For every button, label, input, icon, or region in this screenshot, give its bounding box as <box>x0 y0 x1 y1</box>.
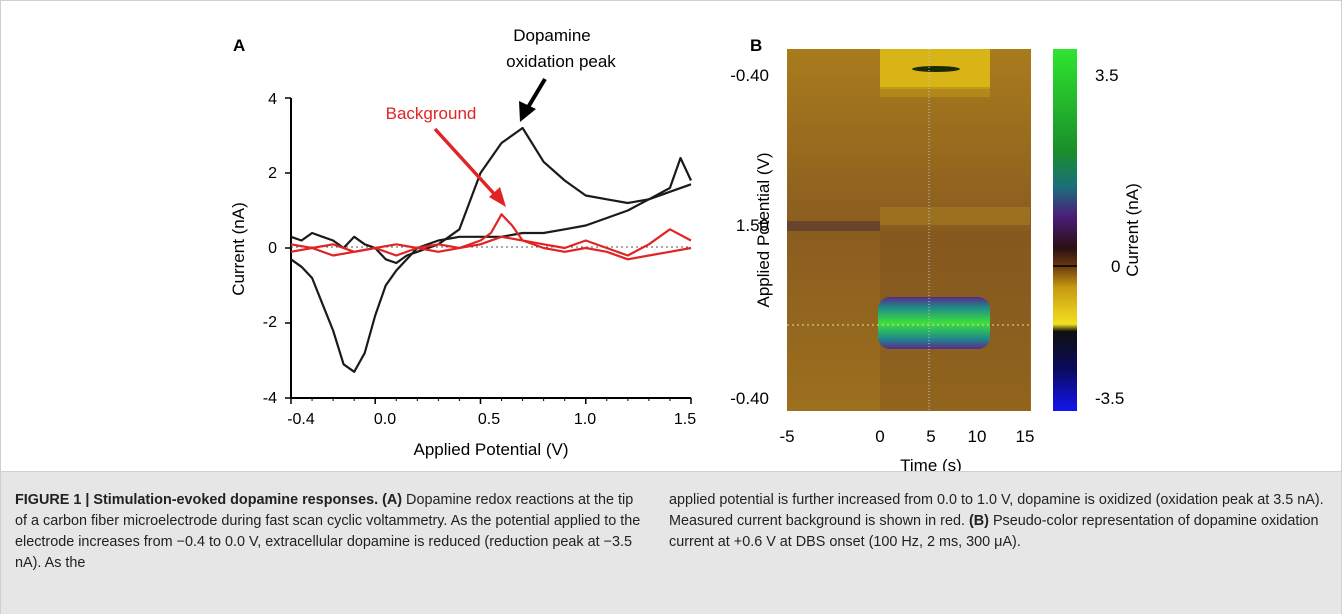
panel-b-xtick-neg5: -5 <box>779 427 794 446</box>
colorbar <box>1053 49 1077 411</box>
annotation-peak-line1: Dopamine <box>513 26 591 45</box>
panel-a-ytick-0: 0 <box>268 240 277 257</box>
caption-right-column: applied potential is further increased f… <box>669 490 1329 553</box>
panel-b-xtick-0: 0 <box>875 427 884 446</box>
panel-a-label: A <box>233 36 245 55</box>
caption-b-marker: (B) <box>968 513 989 529</box>
figure-svg: A 4 2 0 -2 -4 -0.4 0.0 0.5 1.0 <box>229 26 1142 475</box>
caption-figure-label: FIGURE 1 | Stimulation-evoked dopamine r… <box>15 492 379 508</box>
colorbar-tick-zero: 0 <box>1111 257 1120 276</box>
panel-a-ytick-2: 2 <box>268 165 277 182</box>
caption-text-left: Dopamine redox reactions at the tip of a… <box>15 492 641 571</box>
panel-a-series-2 <box>290 213 692 257</box>
panel-a-ytick-neg4: -4 <box>263 390 277 407</box>
caption-text-right-1: applied potential is further increased f… <box>669 492 1324 529</box>
panel-b-ytick-top: -0.40 <box>730 66 769 85</box>
panel-b-xlabel: Time (s) <box>900 456 962 471</box>
annotation-peak-line2: oxidation peak <box>506 52 616 71</box>
panel-a-series-1 <box>290 183 692 373</box>
panel-b-xtick-10: 10 <box>968 427 987 446</box>
panel-b-ytick-bottom: -0.40 <box>730 389 769 408</box>
heatmap-top-band-fade <box>880 87 990 97</box>
panel-a-plot: 4 2 0 -2 -4 -0.4 0.0 0.5 1.0 1.5 Applied… <box>229 26 696 459</box>
panel-a-ylabel: Current (nA) <box>229 202 248 296</box>
panel-a-ticks <box>285 97 692 404</box>
panel-a-series <box>290 126 692 373</box>
colorbar-label: Current (nA) <box>1123 183 1142 277</box>
panel-b-xtick-5: 5 <box>926 427 935 446</box>
panel-b-xtick-15: 15 <box>1016 427 1035 446</box>
panel-a-xtick-1.5: 1.5 <box>674 411 696 428</box>
panel-b-ylabel: Applied Potential (V) <box>754 153 773 308</box>
panel-a-xlabel: Applied Potential (V) <box>414 440 569 459</box>
panel-b-label: B <box>750 36 762 55</box>
heatmap-mid-band <box>880 207 1030 225</box>
panel-a-series-3 <box>290 235 692 261</box>
panel-b-ytick-mid: 1.50 <box>736 216 769 235</box>
caption-a-marker: (A) <box>382 492 403 508</box>
heatmap-left-band <box>787 221 880 231</box>
caption-text-right-2: Pseudo-color representation of dopamine … <box>669 513 1319 550</box>
figure-panels: A 4 2 0 -2 -4 -0.4 0.0 0.5 1.0 <box>1 1 1341 475</box>
panel-a-ytick-4: 4 <box>268 91 277 108</box>
panel-a-xtick-0.5: 0.5 <box>478 411 500 428</box>
heatmap-oxidation-blob <box>878 297 990 349</box>
annotation-background: Background <box>386 104 477 123</box>
annotation-background-arrow <box>433 127 506 207</box>
annotation-peak-arrow <box>519 77 547 122</box>
figure-caption: FIGURE 1 | Stimulation-evoked dopamine r… <box>1 471 1341 614</box>
heatmap-top-dark-streak <box>912 66 960 72</box>
colorbar-tick-bottom: -3.5 <box>1095 389 1124 408</box>
colorbar-tick-top: 3.5 <box>1095 66 1119 85</box>
panel-b-heatmap <box>787 49 1031 411</box>
panel-a-xtick-neg0.4: -0.4 <box>287 411 315 428</box>
panel-a-xtick-1.0: 1.0 <box>574 411 596 428</box>
panel-a-xtick-0.0: 0.0 <box>374 411 396 428</box>
caption-left-column: FIGURE 1 | Stimulation-evoked dopamine r… <box>15 490 645 574</box>
panel-a-ytick-neg2: -2 <box>263 314 277 331</box>
